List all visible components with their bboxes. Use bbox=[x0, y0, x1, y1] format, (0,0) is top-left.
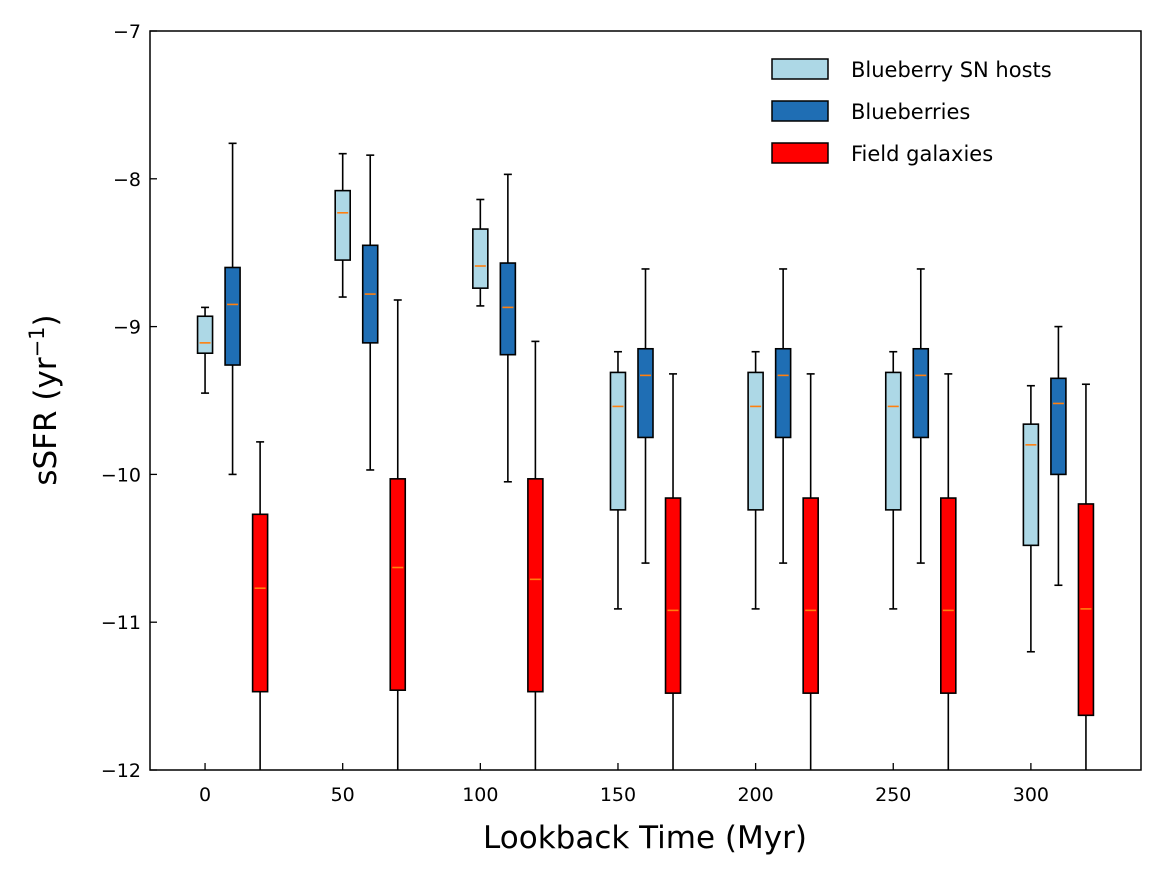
y-axis-title-exponent: −1 bbox=[25, 326, 49, 357]
box-group bbox=[1077, 383, 1095, 770]
box-group bbox=[334, 152, 351, 298]
box bbox=[637, 347, 654, 439]
y-tick-label: −12 bbox=[101, 760, 141, 782]
box-group bbox=[1050, 325, 1067, 587]
y-tick-label: −8 bbox=[113, 169, 141, 191]
box bbox=[1050, 377, 1067, 476]
box bbox=[196, 315, 214, 355]
x-tick-label: 200 bbox=[737, 784, 773, 806]
x-tick-label: 0 bbox=[199, 784, 211, 806]
box-group bbox=[940, 373, 957, 770]
box-group bbox=[196, 306, 214, 394]
box-group bbox=[664, 373, 682, 770]
y-tick-label: −10 bbox=[101, 464, 141, 486]
legend-swatch bbox=[771, 142, 829, 164]
box-group bbox=[251, 441, 269, 770]
box bbox=[499, 262, 517, 356]
box bbox=[389, 478, 407, 691]
legend-label: Blueberry SN hosts bbox=[851, 58, 1052, 82]
box bbox=[774, 347, 792, 439]
y-axis-title-main: sSFR (yr bbox=[28, 357, 64, 485]
box bbox=[472, 228, 489, 289]
box-group bbox=[499, 173, 517, 483]
legend-swatch bbox=[771, 58, 829, 80]
legend-swatch bbox=[771, 100, 829, 122]
x-tick-label: 300 bbox=[1013, 784, 1049, 806]
box-group bbox=[389, 299, 407, 770]
x-tick-label: 50 bbox=[331, 784, 355, 806]
box-group bbox=[912, 268, 930, 564]
legend-label: Field galaxies bbox=[851, 142, 993, 166]
box-group bbox=[802, 373, 819, 770]
box bbox=[802, 497, 819, 694]
box-group bbox=[527, 340, 544, 770]
y-axis-title-close: ) bbox=[28, 314, 64, 326]
box bbox=[747, 371, 764, 511]
box bbox=[609, 371, 627, 511]
y-tick-label: −7 bbox=[113, 21, 141, 43]
boxes-layer bbox=[196, 142, 1095, 770]
legend-label: Blueberries bbox=[851, 100, 970, 124]
box-group bbox=[747, 350, 764, 610]
box bbox=[1022, 423, 1040, 547]
box-group bbox=[884, 350, 902, 610]
x-axis: 0 50 100 150 200 250 300 bbox=[199, 763, 1049, 806]
box-group bbox=[637, 268, 654, 564]
box bbox=[940, 497, 957, 694]
box bbox=[884, 371, 902, 511]
box-group bbox=[224, 142, 241, 476]
box bbox=[664, 497, 682, 694]
x-axis-title: Lookback Time (Myr) bbox=[483, 820, 807, 856]
box bbox=[334, 189, 351, 261]
box-group bbox=[774, 268, 792, 564]
x-tick-label: 100 bbox=[462, 784, 498, 806]
box bbox=[251, 513, 269, 693]
box-group bbox=[361, 154, 379, 471]
x-tick-label: 150 bbox=[600, 784, 636, 806]
box bbox=[224, 266, 241, 366]
box bbox=[912, 347, 930, 439]
y-tick-label: −9 bbox=[113, 317, 141, 339]
x-tick-label: 250 bbox=[875, 784, 911, 806]
box-group bbox=[609, 350, 627, 610]
box-group bbox=[472, 198, 489, 307]
plot-frame bbox=[149, 30, 1142, 771]
box bbox=[527, 478, 544, 693]
box-group bbox=[1022, 384, 1040, 653]
y-axis: −12 −11 −10 −9 −8 −7 bbox=[101, 21, 157, 782]
y-axis-title: sSFR (yr−1) bbox=[25, 314, 64, 485]
y-tick-label: −11 bbox=[101, 612, 141, 634]
legend: Blueberry SN hosts Blueberries Field galax… bbox=[771, 58, 1052, 166]
